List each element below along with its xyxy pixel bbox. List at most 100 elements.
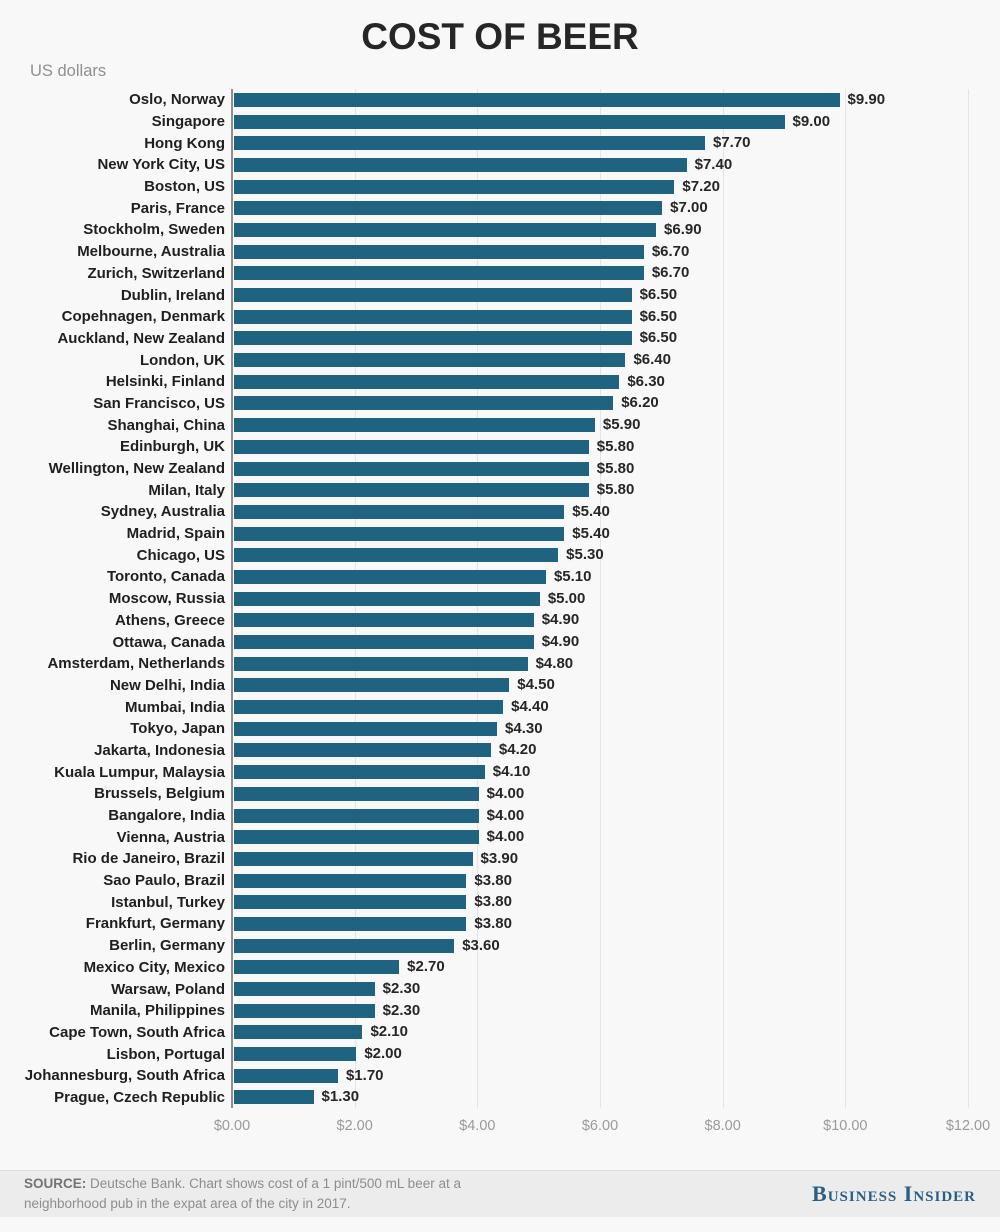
bar-row: London, UK $6.40 bbox=[0, 349, 968, 371]
bar bbox=[234, 526, 565, 541]
bar-track: $4.00 bbox=[234, 806, 968, 824]
category-label: Berlin, Germany bbox=[109, 937, 225, 955]
category-label: Sao Paulo, Brazil bbox=[103, 872, 225, 890]
bar bbox=[234, 656, 528, 671]
category-label: Oslo, Norway bbox=[129, 91, 225, 109]
x-tick-label: $12.00 bbox=[945, 1118, 991, 1135]
bar bbox=[234, 374, 620, 389]
value-label: $4.20 bbox=[498, 741, 537, 759]
bar-track: $3.60 bbox=[234, 938, 968, 953]
category-label: Athens, Greece bbox=[114, 611, 225, 629]
gridline bbox=[968, 89, 969, 1109]
bar-track: $4.90 bbox=[234, 634, 968, 650]
footer: SOURCE: Deutsche Bank. Chart shows cost … bbox=[0, 1170, 1000, 1218]
bar-row: Berlin, Germany $3.60 bbox=[0, 935, 968, 957]
bar-track: $6.20 bbox=[234, 394, 968, 412]
bar-track: $4.90 bbox=[234, 612, 968, 628]
bar bbox=[234, 1003, 375, 1018]
bar-row: Brussels, Belgium $4.00 bbox=[0, 783, 968, 805]
bar bbox=[234, 353, 626, 368]
bar-track: $4.50 bbox=[234, 677, 968, 693]
category-label: Ottawa, Canada bbox=[112, 633, 225, 651]
plot-area: Oslo, Norway $9.90 Singapore $9.00 Hong Kong… bbox=[0, 89, 969, 1109]
bar-row: Jakarta, Indonesia $4.20 bbox=[0, 740, 968, 762]
bar-track: $5.40 bbox=[234, 502, 968, 520]
category-label: Istanbul, Turkey bbox=[111, 893, 225, 911]
bar bbox=[234, 266, 644, 281]
bar-row: Mumbai, India $4.40 bbox=[0, 696, 968, 718]
bar bbox=[234, 136, 705, 151]
bar-track: $5.30 bbox=[234, 547, 968, 563]
bar-track: $4.00 bbox=[234, 828, 968, 846]
bar bbox=[234, 808, 479, 823]
bar bbox=[234, 938, 455, 953]
bar-track: $5.80 bbox=[234, 482, 968, 498]
value-label: $3.80 bbox=[474, 893, 512, 911]
category-label: Bangalore, India bbox=[108, 807, 225, 825]
value-label: $9.00 bbox=[792, 112, 831, 130]
value-label: $6.90 bbox=[664, 220, 702, 238]
value-label: $5.40 bbox=[572, 524, 610, 542]
bar bbox=[234, 635, 534, 650]
value-label: $6.50 bbox=[639, 329, 678, 347]
bar-row: Athens, Greece $4.90 bbox=[0, 610, 968, 632]
bar-row: Sao Paulo, Brazil $3.80 bbox=[0, 870, 968, 892]
value-label: $4.00 bbox=[486, 828, 525, 846]
value-label: $6.50 bbox=[639, 307, 678, 325]
category-label: Mumbai, India bbox=[124, 698, 225, 716]
category-label: Madrid, Spain bbox=[126, 525, 225, 543]
category-label: Dublin, Ireland bbox=[120, 286, 225, 304]
value-label: $7.20 bbox=[682, 177, 720, 195]
value-label: $6.20 bbox=[621, 394, 659, 412]
bar-track: $3.80 bbox=[234, 873, 968, 888]
category-label: Toronto, Canada bbox=[106, 568, 225, 586]
bar bbox=[234, 678, 510, 693]
category-label: Warsaw, Poland bbox=[111, 980, 225, 998]
category-label: Wellington, New Zealand bbox=[48, 460, 225, 478]
bar-row: Boston, US $7.20 bbox=[0, 176, 968, 198]
bar-track: $9.00 bbox=[234, 112, 968, 130]
y-axis-line bbox=[231, 89, 233, 1109]
bar-row: Shanghai, China $5.90 bbox=[0, 414, 968, 436]
value-label: $5.80 bbox=[596, 437, 635, 455]
category-label: Frankfurt, Germany bbox=[85, 915, 225, 933]
value-label: $9.90 bbox=[847, 90, 886, 108]
source-label: SOURCE: bbox=[24, 1176, 87, 1192]
bar bbox=[234, 548, 559, 563]
bar bbox=[234, 851, 473, 866]
value-label: $6.30 bbox=[627, 372, 665, 390]
bar-row: Sydney, Australia $5.40 bbox=[0, 501, 968, 523]
bar bbox=[234, 92, 840, 107]
value-label: $6.40 bbox=[633, 351, 671, 369]
business-insider-logo: Business Insider bbox=[812, 1181, 976, 1207]
bar bbox=[234, 982, 375, 997]
bar bbox=[234, 916, 467, 931]
value-label: $4.10 bbox=[492, 763, 531, 781]
category-label: Lisbon, Portugal bbox=[106, 1045, 225, 1063]
bar-row: New York City, US $7.40 bbox=[0, 154, 968, 176]
value-label: $4.00 bbox=[486, 806, 525, 824]
value-label: $2.30 bbox=[382, 980, 421, 998]
x-tick-label: $4.00 bbox=[459, 1118, 496, 1135]
bar-track: $6.50 bbox=[234, 307, 968, 325]
bar-track: $5.00 bbox=[234, 591, 968, 606]
value-label: $5.10 bbox=[553, 567, 592, 585]
bar-track: $2.00 bbox=[234, 1046, 968, 1062]
bar-row: Kuala Lumpur, Malaysia $4.10 bbox=[0, 761, 968, 783]
value-label: $5.40 bbox=[572, 502, 610, 520]
bar-row: Singapore $9.00 bbox=[0, 111, 968, 133]
value-label: $6.70 bbox=[651, 264, 690, 282]
bar-track: $3.90 bbox=[234, 851, 968, 866]
bar-row: Lisbon, Portugal $2.00 bbox=[0, 1043, 968, 1065]
bar-row: Auckland, New Zealand $6.50 bbox=[0, 328, 968, 350]
bar-row: Manila, Philippines $2.30 bbox=[0, 1000, 968, 1022]
source-text: Deutsche Bank. Chart shows cost of a 1 p… bbox=[24, 1176, 461, 1212]
bar bbox=[234, 700, 504, 715]
bar-track: $4.40 bbox=[234, 699, 968, 715]
bar-row: Madrid, Spain $5.40 bbox=[0, 523, 968, 545]
bar-row: Warsaw, Poland $2.30 bbox=[0, 978, 968, 1000]
bar-track: $1.30 bbox=[234, 1089, 968, 1105]
bar-track: $4.30 bbox=[234, 721, 968, 736]
gridline bbox=[845, 89, 847, 1109]
bar bbox=[234, 873, 467, 888]
